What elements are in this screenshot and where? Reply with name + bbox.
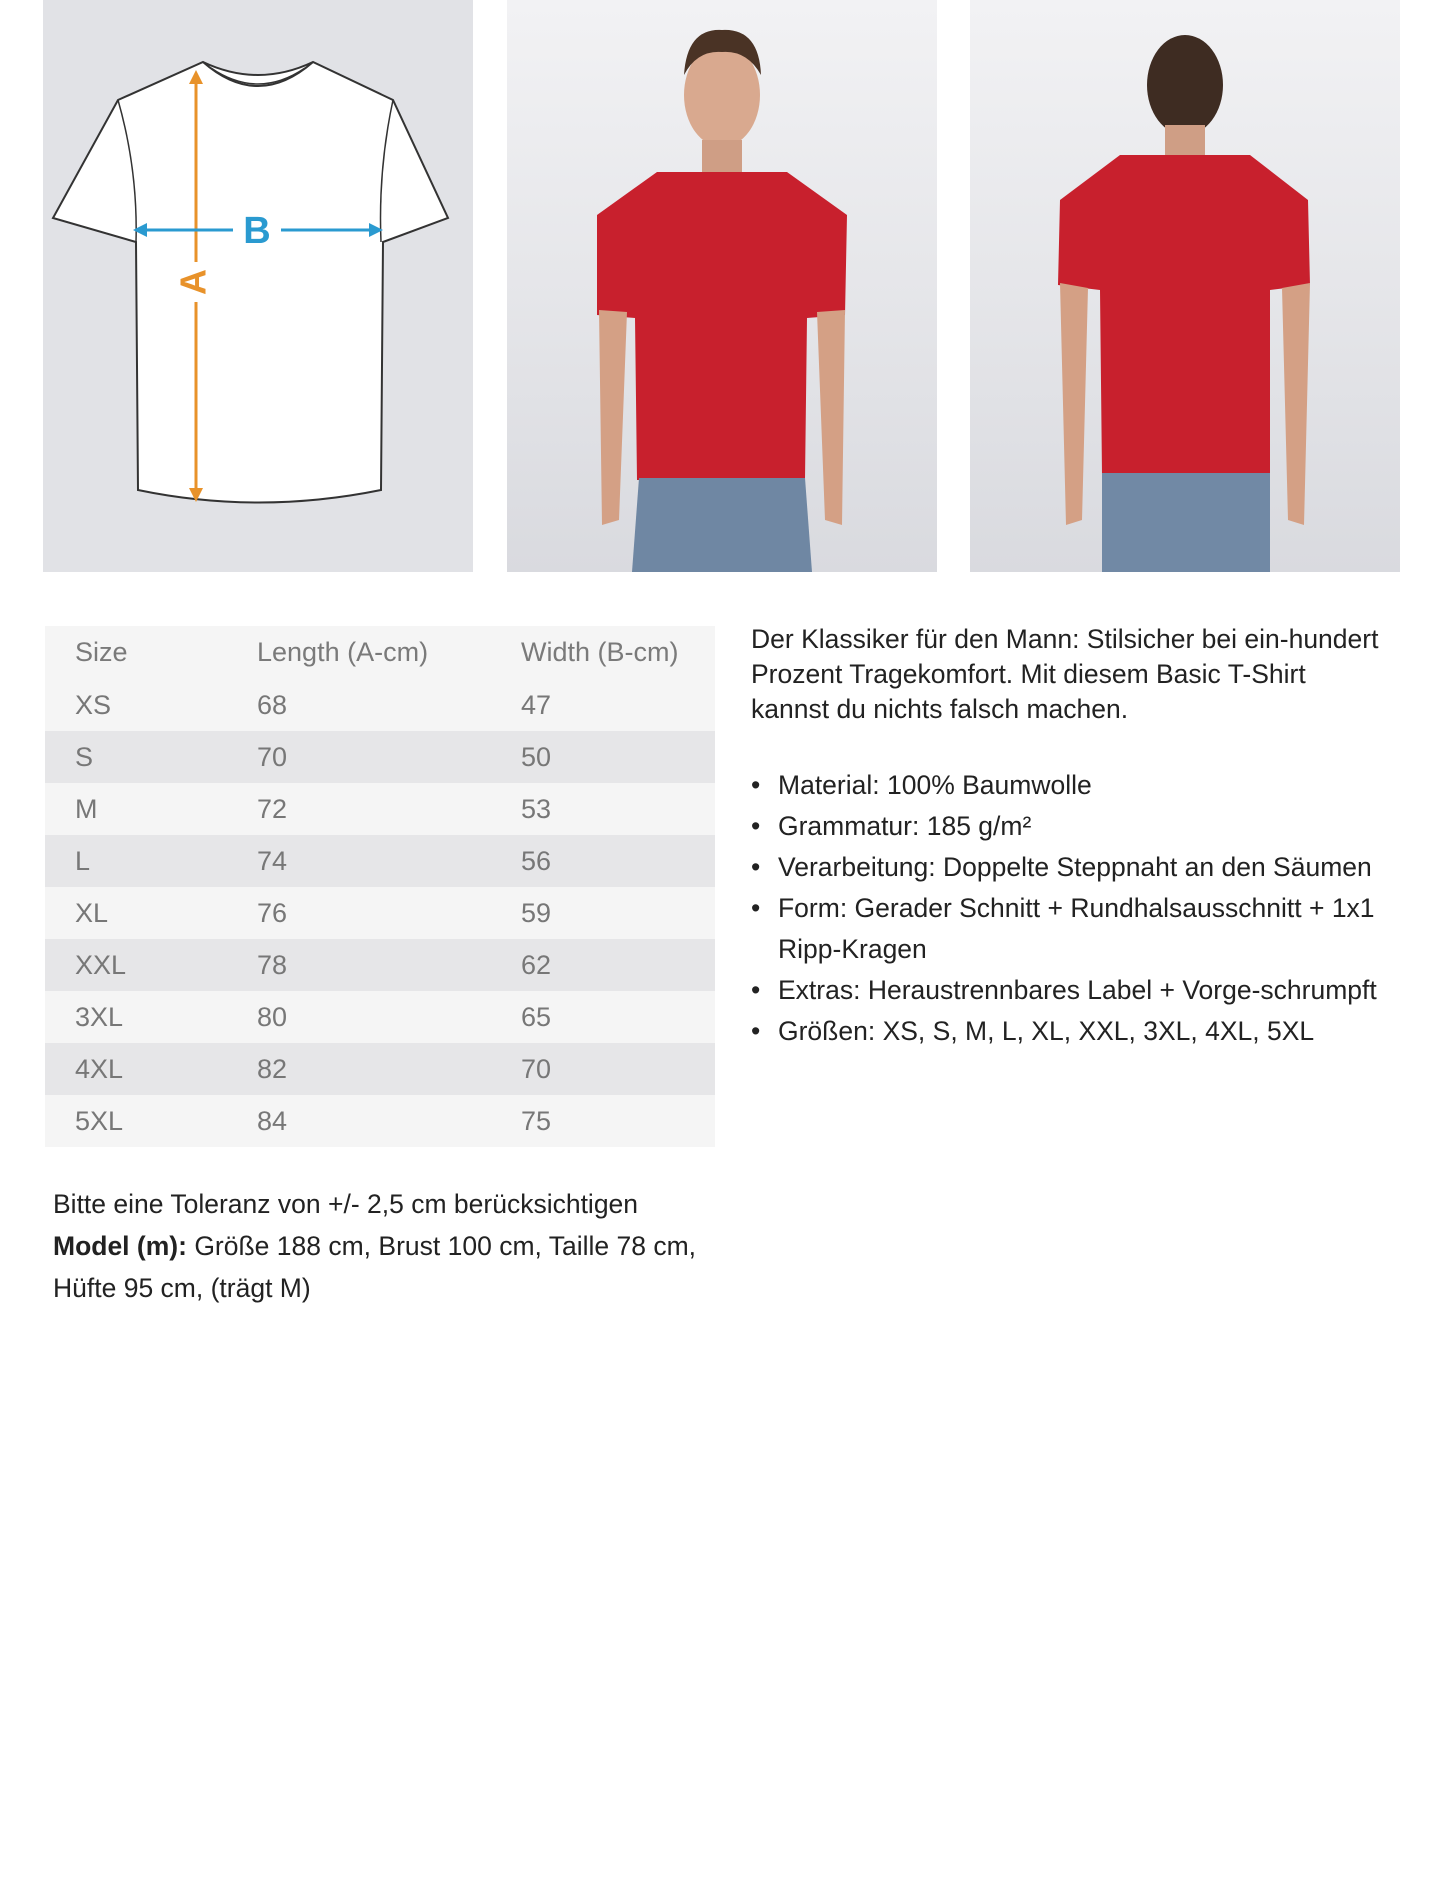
cell-length: 76 — [256, 887, 520, 939]
label-a: A — [173, 269, 214, 295]
cell-width: 62 — [520, 939, 715, 991]
table-row: 3XL 80 65 — [45, 991, 715, 1043]
front-model-photo — [507, 0, 937, 572]
header-size: Size — [45, 626, 256, 679]
model-text: Größe 188 cm, Brust 100 cm, Taille 78 cm… — [53, 1231, 697, 1303]
cell-size: 5XL — [45, 1095, 256, 1147]
cell-size: XS — [45, 679, 256, 731]
header-width: Width (B-cm) — [520, 626, 715, 679]
size-diagram-image: A B — [43, 0, 473, 572]
cell-length: 80 — [256, 991, 520, 1043]
model-label: Model (m): — [53, 1231, 187, 1261]
cell-length: 74 — [256, 835, 520, 887]
header-length: Length (A-cm) — [256, 626, 520, 679]
cell-length: 72 — [256, 783, 520, 835]
label-b: B — [243, 210, 270, 252]
table-row: S 70 50 — [45, 731, 715, 783]
table-row: 5XL 84 75 — [45, 1095, 715, 1147]
cell-size: 3XL — [45, 991, 256, 1043]
tshirt-diagram: A B — [51, 60, 450, 504]
cell-length: 68 — [256, 679, 520, 731]
size-notes: Bitte eine Toleranz von +/- 2,5 cm berüc… — [53, 1183, 733, 1309]
cell-width: 75 — [520, 1095, 715, 1147]
back-model-photo — [970, 0, 1400, 572]
table-row: 4XL 82 70 — [45, 1043, 715, 1095]
cell-size: XL — [45, 887, 256, 939]
cell-size: L — [45, 835, 256, 887]
cell-width: 59 — [520, 887, 715, 939]
cell-width: 56 — [520, 835, 715, 887]
tolerance-note: Bitte eine Toleranz von +/- 2,5 cm berüc… — [53, 1189, 639, 1219]
cell-length: 84 — [256, 1095, 520, 1147]
feature-item: Material: 100% Baumwolle — [751, 765, 1391, 806]
cell-length: 82 — [256, 1043, 520, 1095]
cell-size: S — [45, 731, 256, 783]
feature-item: Form: Gerader Schnitt + Rundhalsausschni… — [751, 888, 1391, 970]
cell-width: 70 — [520, 1043, 715, 1095]
table-row: XS 68 47 — [45, 679, 715, 731]
table-row: L 74 56 — [45, 835, 715, 887]
cell-size: 4XL — [45, 1043, 256, 1095]
product-description: Der Klassiker für den Mann: Stilsicher b… — [751, 622, 1391, 1052]
feature-item: Grammatur: 185 g/m² — [751, 806, 1391, 847]
model-info: Model (m): Größe 188 cm, Brust 100 cm, T… — [53, 1225, 733, 1309]
table-row: XXL 78 62 — [45, 939, 715, 991]
table-header-row: Size Length (A-cm) Width (B-cm) — [45, 626, 715, 679]
cell-size: XXL — [45, 939, 256, 991]
cell-length: 78 — [256, 939, 520, 991]
feature-item: Extras: Heraustrennbares Label + Vorge-s… — [751, 970, 1391, 1011]
cell-size: M — [45, 783, 256, 835]
feature-list: Material: 100% Baumwolle Grammatur: 185 … — [751, 765, 1391, 1052]
table-row: M 72 53 — [45, 783, 715, 835]
cell-length: 70 — [256, 731, 520, 783]
feature-item: Verarbeitung: Doppelte Steppnaht an den … — [751, 847, 1391, 888]
cell-width: 50 — [520, 731, 715, 783]
feature-item: Größen: XS, S, M, L, XL, XXL, 3XL, 4XL, … — [751, 1011, 1391, 1052]
cell-width: 65 — [520, 991, 715, 1043]
cell-width: 47 — [520, 679, 715, 731]
cell-width: 53 — [520, 783, 715, 835]
description-intro: Der Klassiker für den Mann: Stilsicher b… — [751, 624, 1379, 724]
size-table: Size Length (A-cm) Width (B-cm) XS 68 47 S 7… — [45, 626, 715, 1147]
table-row: XL 76 59 — [45, 887, 715, 939]
